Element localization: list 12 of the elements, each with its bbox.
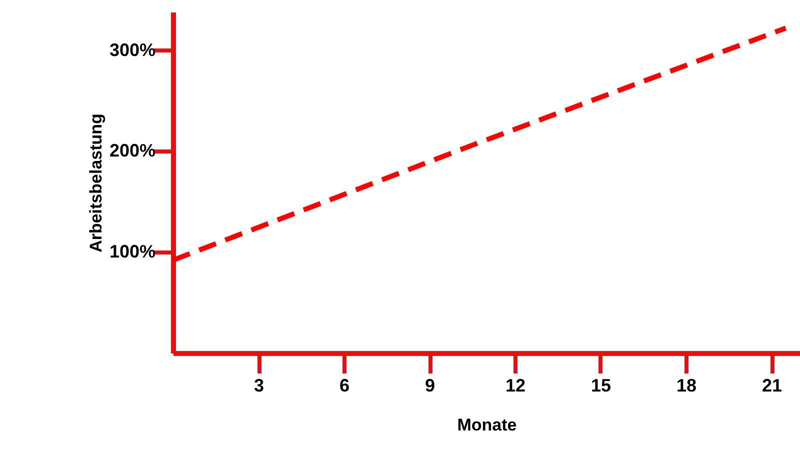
- x-axis-title: Monate: [457, 416, 517, 434]
- x-tick-label: 18: [676, 376, 697, 396]
- x-tick-label: 12: [505, 376, 526, 396]
- x-tick-label: 3: [254, 376, 264, 396]
- y-tick-label: 100%: [109, 242, 156, 262]
- y-axis-title: Arbeitsbelastung: [86, 114, 106, 252]
- x-tick-label: 21: [762, 376, 782, 396]
- x-tick-label: 15: [590, 376, 612, 396]
- y-tick-label: 300%: [109, 40, 156, 60]
- x-tick-label: 9: [424, 376, 436, 396]
- x-tick-label: 6: [339, 376, 350, 396]
- y-tick-label: 200%: [109, 140, 156, 161]
